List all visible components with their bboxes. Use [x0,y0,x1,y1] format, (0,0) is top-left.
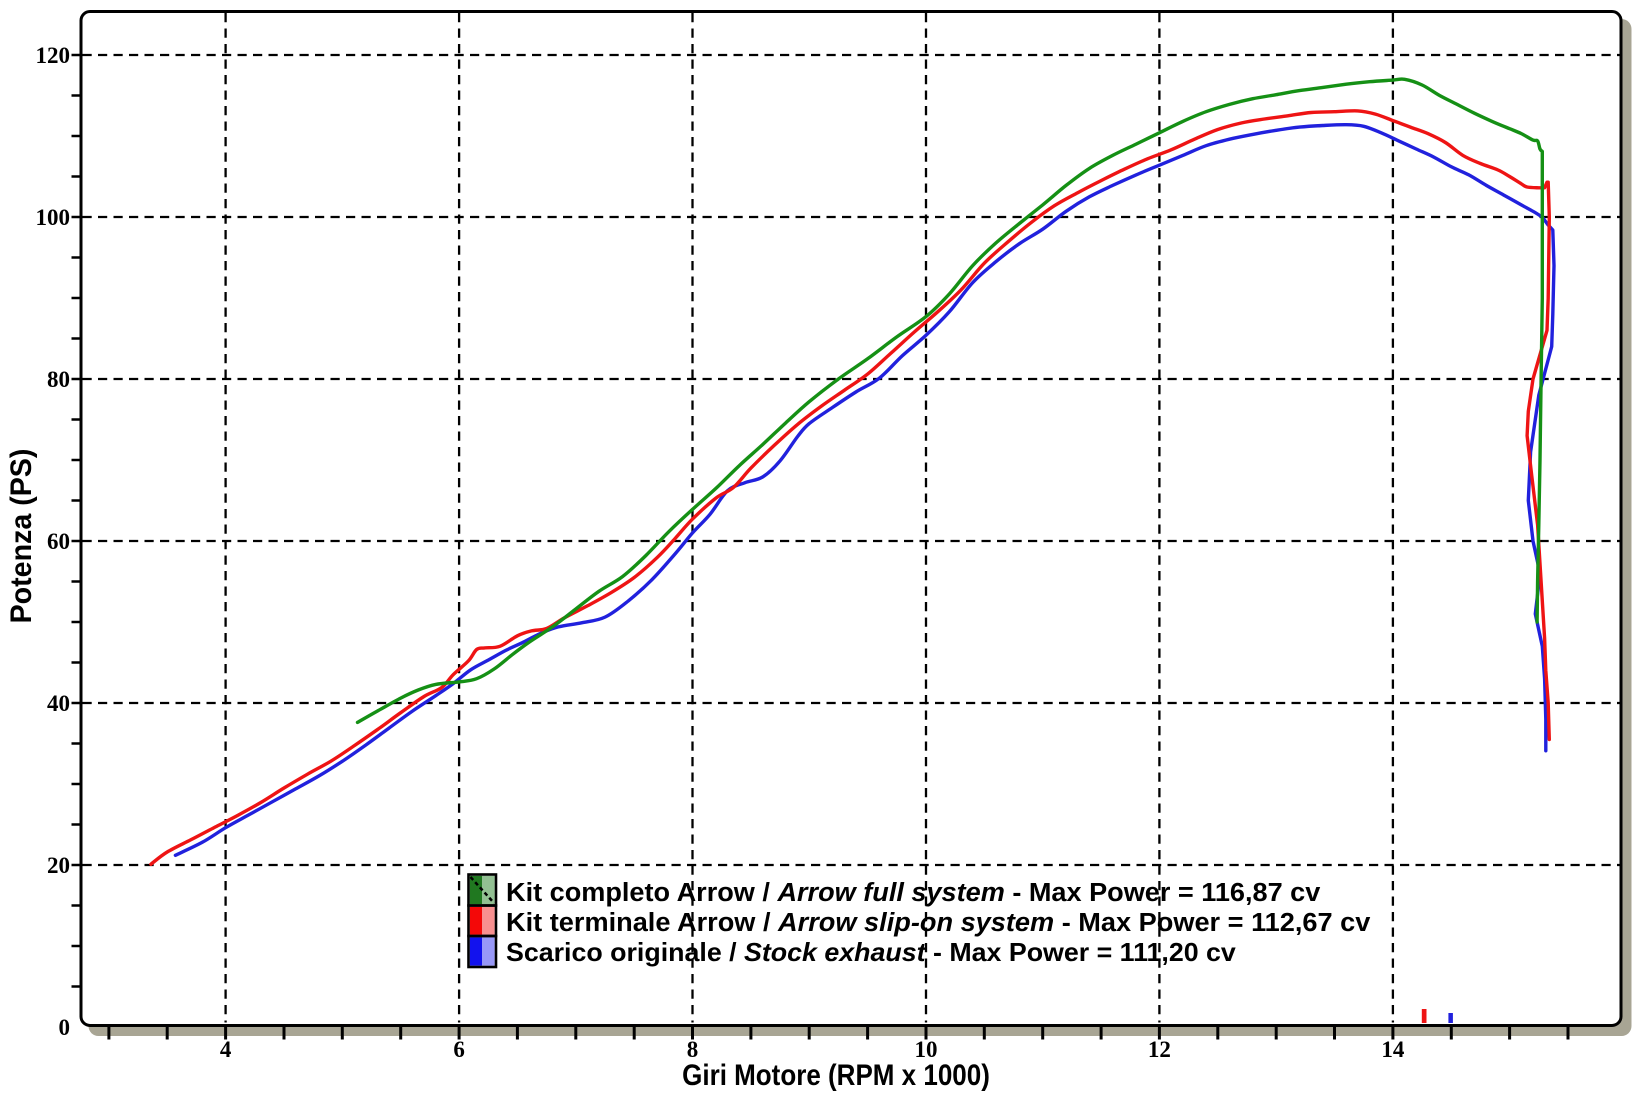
svg-text:60: 60 [47,529,70,554]
svg-text:120: 120 [36,43,71,68]
svg-text:8: 8 [687,1037,699,1062]
svg-text:Scarico originale / Stock exha: Scarico originale / Stock exhaust - Max … [506,937,1236,967]
svg-text:6: 6 [453,1037,465,1062]
svg-text:Kit terminale Arrow / Arrow sl: Kit terminale Arrow / Arrow slip-on syst… [506,908,1371,937]
svg-text:4: 4 [220,1037,232,1062]
svg-text:100: 100 [36,205,71,230]
svg-text:10: 10 [915,1037,938,1062]
svg-text:Giri Motore (RPM x 1000): Giri Motore (RPM x 1000) [682,1058,990,1091]
svg-text:Potenza (PS): Potenza (PS) [4,449,38,624]
svg-text:12: 12 [1148,1037,1171,1062]
svg-text:Kit completo Arrow / Arrow ful: Kit completo Arrow / Arrow full system -… [506,878,1321,907]
svg-text:0: 0 [59,1015,71,1040]
svg-text:20: 20 [47,853,70,878]
svg-text:14: 14 [1381,1037,1405,1062]
svg-text:80: 80 [47,367,70,392]
svg-text:40: 40 [47,691,70,716]
